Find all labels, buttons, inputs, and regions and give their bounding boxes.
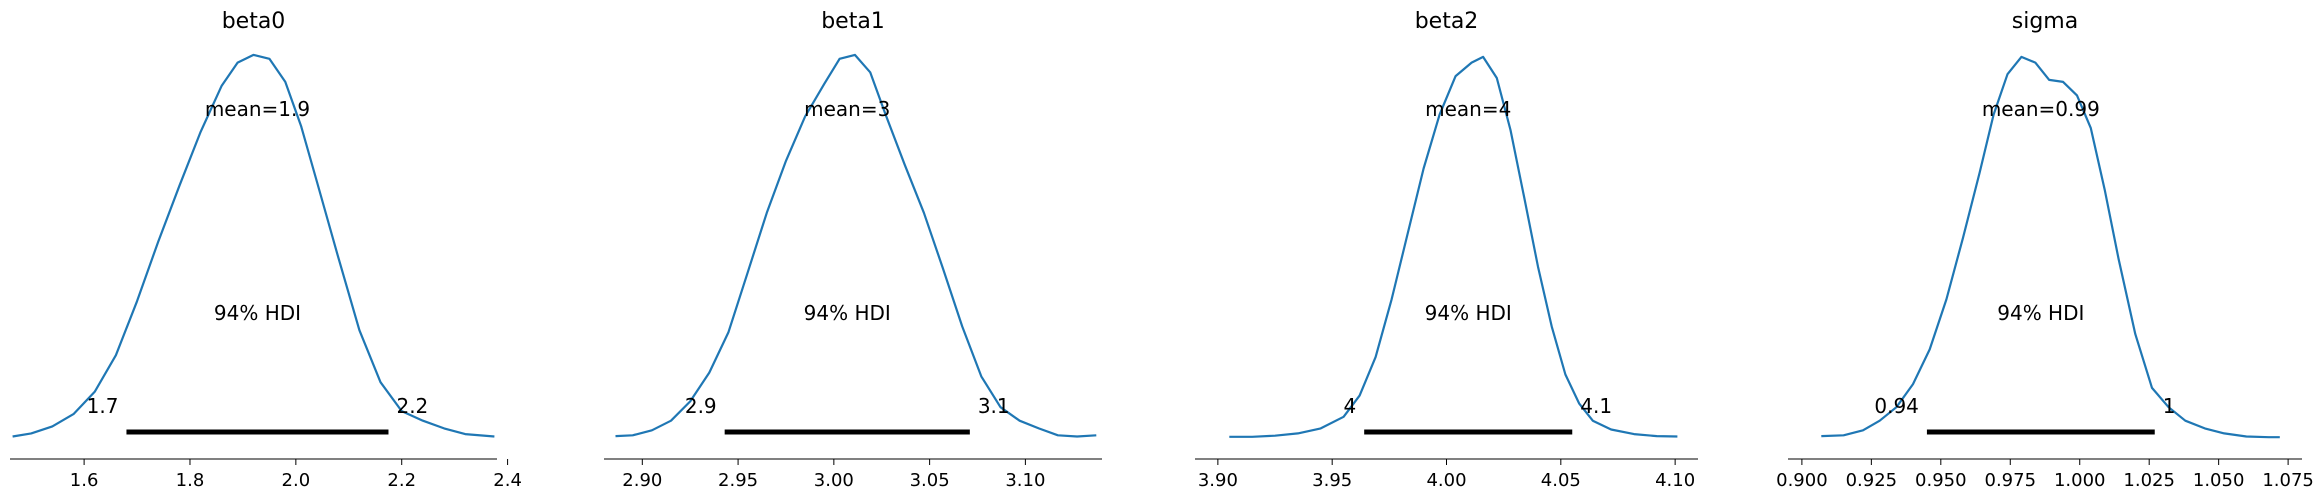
x-tick-label: 1.6 bbox=[70, 470, 99, 491]
panel-beta0: beta0 mean=1.9 94% HDI 1.7 2.2 1.6 1.8 2.0 2.2 2.… bbox=[10, 9, 522, 491]
hdi-label: 94% HDI bbox=[1425, 301, 1512, 325]
mean-label: mean=0.99 bbox=[1982, 97, 2100, 121]
x-tick-label: 0.900 bbox=[1776, 470, 1828, 491]
x-tick-label: 4.00 bbox=[1426, 470, 1466, 491]
panel-title: beta2 bbox=[1415, 9, 1479, 34]
x-tick-label: 3.10 bbox=[1005, 470, 1045, 491]
density-line bbox=[1821, 55, 2280, 439]
hdi-upper-label: 1 bbox=[2163, 394, 2176, 418]
x-tick-label: 0.925 bbox=[1846, 470, 1898, 491]
x-tick-label: 3.95 bbox=[1312, 470, 1352, 491]
mean-label: mean=3 bbox=[804, 97, 890, 121]
x-tick-label: 2.0 bbox=[282, 470, 311, 491]
hdi-upper-label: 2.2 bbox=[396, 394, 428, 418]
x-tick-label: 2.95 bbox=[718, 470, 758, 491]
x-tick-label: 2.2 bbox=[387, 470, 416, 491]
x-tick-label: 3.90 bbox=[1198, 470, 1238, 491]
hdi-lower-label: 1.7 bbox=[87, 394, 119, 418]
density-line bbox=[1229, 55, 1678, 438]
x-tick-label: 1.000 bbox=[2054, 470, 2106, 491]
x-tick-label: 3.05 bbox=[910, 470, 950, 491]
panel-beta2: beta2 mean=4 94% HDI 4 4.1 3.90 3.95 4.00 4.05 4.… bbox=[1195, 9, 1698, 491]
hdi-lower-label: 2.9 bbox=[685, 394, 717, 418]
panel-sigma: sigma mean=0.99 94% HDI 0.94 1 0.900 0.925 0.95… bbox=[1776, 9, 2314, 491]
panel-title: beta1 bbox=[821, 9, 885, 34]
x-tick-label: 1.075 bbox=[2262, 470, 2314, 491]
x-tick-label: 1.025 bbox=[2123, 470, 2175, 491]
x-tick-label: 0.950 bbox=[1915, 470, 1967, 491]
hdi-label: 94% HDI bbox=[1997, 301, 2084, 325]
hdi-lower-label: 0.94 bbox=[1874, 394, 1919, 418]
x-tick-label: 4.10 bbox=[1655, 470, 1695, 491]
mean-label: mean=4 bbox=[1425, 97, 1511, 121]
hdi-upper-label: 4.1 bbox=[1580, 394, 1612, 418]
hdi-label: 94% HDI bbox=[214, 301, 301, 325]
x-tick-label: 0.975 bbox=[1985, 470, 2037, 491]
x-tick-label: 3.00 bbox=[814, 470, 854, 491]
hdi-lower-label: 4 bbox=[1343, 394, 1356, 418]
hdi-label: 94% HDI bbox=[804, 301, 891, 325]
x-tick-label: 2.4 bbox=[493, 470, 522, 491]
x-tick-label: 4.05 bbox=[1541, 470, 1581, 491]
x-tick-label: 1.8 bbox=[176, 470, 205, 491]
density-line bbox=[615, 53, 1097, 438]
panel-title: beta0 bbox=[222, 9, 286, 34]
mean-label: mean=1.9 bbox=[205, 97, 310, 121]
panel-title: sigma bbox=[2012, 9, 2078, 34]
hdi-upper-label: 3.1 bbox=[978, 394, 1010, 418]
density-line bbox=[12, 53, 495, 438]
x-tick-label: 1.050 bbox=[2193, 470, 2245, 491]
x-tick-label: 2.90 bbox=[622, 470, 662, 491]
panel-beta1: beta1 mean=3 94% HDI 2.9 3.1 2.90 2.95 3.00 3.05… bbox=[604, 9, 1102, 491]
